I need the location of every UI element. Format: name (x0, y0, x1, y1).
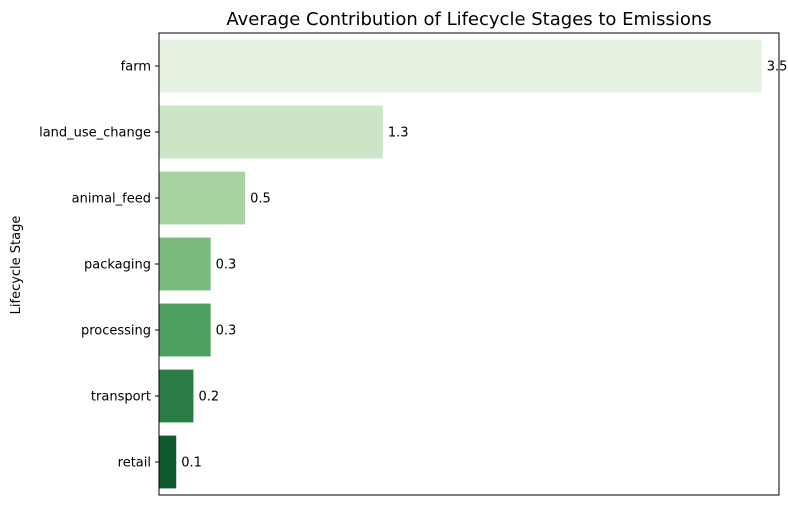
value-label: 1.3 (388, 126, 409, 141)
y-axis-label: Lifecycle Stage (9, 216, 24, 315)
value-label: 0.5 (250, 192, 271, 207)
value-label: 0.1 (181, 456, 202, 471)
bar-processing (159, 303, 211, 357)
plot-frame (158, 32, 780, 496)
bar-transport (159, 369, 194, 423)
bar-land-use-change (159, 105, 383, 159)
bars-layer (159, 39, 762, 489)
bar-farm (159, 39, 762, 93)
y-tick-label: transport (91, 390, 151, 405)
y-tick-label: land_use_change (39, 126, 151, 141)
y-tick-label: retail (118, 456, 151, 471)
chart-title: Average Contribution of Lifecycle Stages… (226, 9, 711, 30)
bar-packaging (159, 237, 211, 291)
bar-retail (159, 435, 177, 489)
y-tick-label: packaging (84, 258, 151, 273)
value-label: 0.3 (216, 324, 237, 339)
value-label: 3.5 (767, 60, 788, 75)
value-label: 0.2 (198, 390, 219, 405)
bar-animal-feed (159, 171, 246, 225)
y-tick-label: animal_feed (72, 192, 151, 207)
y-tick-label: farm (121, 60, 151, 75)
y-tick-labels: farm land_use_change animal_feed packaging p… (39, 60, 159, 471)
y-tick-label: processing (81, 324, 151, 339)
value-label: 0.3 (216, 258, 237, 273)
value-labels: 3.5 1.3 0.5 0.3 0.3 0.2 0.1 (181, 60, 787, 471)
